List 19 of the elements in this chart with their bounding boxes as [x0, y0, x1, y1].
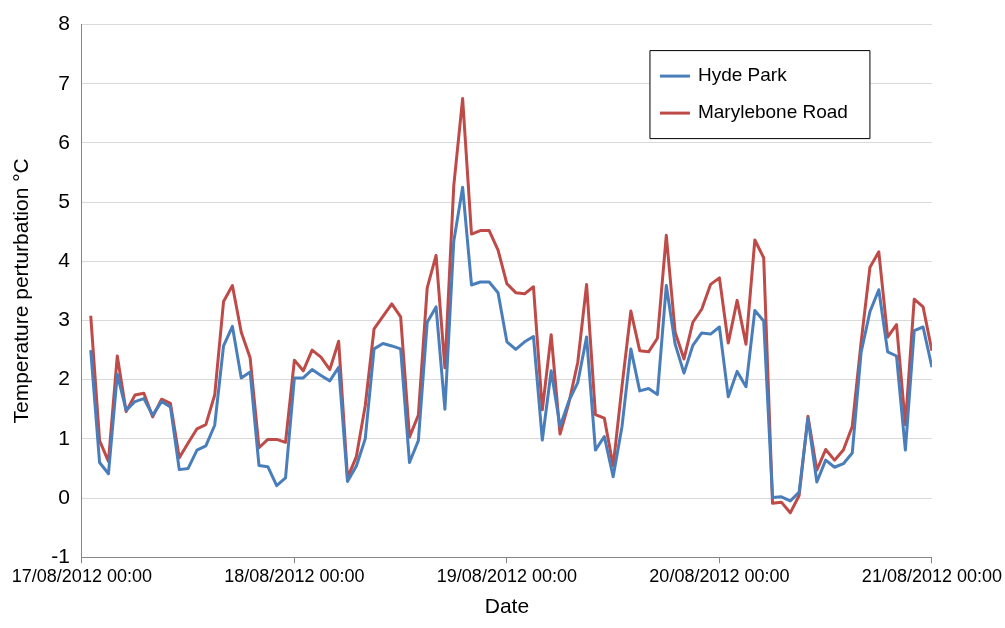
- x-tick-label: 18/08/2012 00:00: [224, 565, 365, 586]
- y-tick-label: 1: [58, 425, 70, 449]
- y-tick-label: 8: [58, 11, 70, 35]
- x-axis-title: Date: [484, 594, 530, 618]
- y-tick-label: 6: [58, 129, 70, 153]
- x-tick-label: 19/08/2012 00:00: [436, 565, 577, 586]
- y-tick-label: 5: [58, 188, 70, 212]
- legend-label: Hyde Park: [697, 64, 788, 86]
- legend-label: Marylebone Road: [697, 101, 848, 123]
- y-tick-label: 0: [58, 484, 70, 508]
- y-tick-label: 3: [58, 307, 70, 331]
- y-tick-label: 7: [58, 70, 70, 94]
- y-axis-title: Temperature perturbation °C: [9, 158, 33, 424]
- y-tick-label: -1: [51, 544, 70, 567]
- x-tick-label: 21/08/2012 00:00: [861, 565, 1002, 586]
- x-tick-label: 20/08/2012 00:00: [649, 565, 790, 586]
- y-tick-label: 2: [58, 366, 70, 390]
- x-tick-label: 17/08/2012 00:00: [11, 565, 152, 586]
- y-tick-label: 4: [58, 248, 71, 272]
